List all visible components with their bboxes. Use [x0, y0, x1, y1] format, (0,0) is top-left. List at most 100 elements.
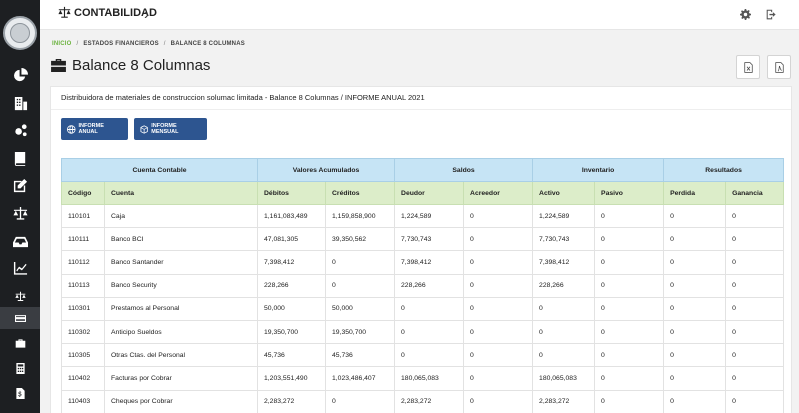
- column-header[interactable]: Acreedor: [463, 181, 534, 205]
- module-title-text: CONTABILIDAD: [74, 6, 157, 19]
- inbox-icon[interactable]: [0, 230, 40, 252]
- column-header[interactable]: Perdida: [663, 181, 727, 205]
- column-header[interactable]: Pasivo: [594, 181, 665, 205]
- breadcrumb-section[interactable]: ESTADOS FINANCIEROS: [83, 41, 159, 47]
- group-header-row: Cuenta Contable Valores Acumulados Saldo…: [60, 158, 785, 182]
- cell-liability: 0: [594, 343, 665, 368]
- logout-icon[interactable]: [766, 7, 777, 25]
- monthly-report-label: INFORME MENSUAL: [151, 123, 179, 135]
- edit-icon[interactable]: [0, 174, 40, 196]
- cell-liability: 0: [594, 366, 665, 391]
- breadcrumb-separator: /: [76, 41, 79, 47]
- cell-credits: 1,159,858,900: [325, 204, 396, 229]
- gear-icon[interactable]: [740, 7, 751, 25]
- table-row[interactable]: 110402 Facturas por Cobrar 1,203,551,490 1,…: [61, 366, 785, 391]
- cell-account: Banco Security: [103, 274, 259, 298]
- cell-debtor: 180,065,083: [394, 366, 465, 391]
- cell-loss: 0: [663, 320, 727, 345]
- cell-debtor: 7,730,743: [394, 227, 465, 252]
- top-bar: CONTABILIDAD ›: [40, 0, 799, 30]
- file-excel-icon: [743, 61, 753, 73]
- cell-debtor: 0: [394, 343, 465, 368]
- cell-gain: 0: [725, 320, 785, 345]
- card-icon[interactable]: [0, 307, 40, 329]
- breadcrumb-home[interactable]: INICIO: [52, 41, 72, 47]
- column-header[interactable]: Deudor: [394, 181, 465, 205]
- cell-credits: 0: [325, 390, 396, 413]
- briefcase-icon[interactable]: [0, 332, 40, 354]
- cell-gain: 0: [725, 390, 785, 413]
- cell-creditor: 0: [463, 204, 534, 229]
- export-pdf-button[interactable]: [767, 55, 791, 79]
- globe-icon: [67, 124, 76, 134]
- group-header: Resultados: [663, 158, 785, 182]
- annual-report-label: INFORME ANUAL: [78, 123, 104, 135]
- cell-gain: 0: [725, 274, 785, 298]
- table-row[interactable]: 110301 Prestamos al Personal 50,000 50,000 0…: [61, 297, 785, 321]
- cell-account: Anticipo Sueldos: [103, 320, 259, 345]
- table-row[interactable]: 110113 Banco Security 228,266 0 228,266 0 228,…: [61, 274, 785, 298]
- cell-loss: 0: [663, 343, 727, 368]
- table-row[interactable]: 110403 Cheques por Cobrar 2,283,272 0 2,283,…: [61, 390, 785, 413]
- report-subtitle: Distribuidora de materiales de construcc…: [61, 93, 425, 102]
- module-title[interactable]: CONTABILIDAD: [58, 6, 157, 19]
- chevron-right-icon[interactable]: ›: [144, 6, 149, 23]
- pie-chart-icon[interactable]: [0, 64, 40, 86]
- sidebar: [0, 0, 40, 413]
- company-logo[interactable]: [3, 16, 37, 50]
- cell-code: 110111: [61, 227, 105, 252]
- cogs-icon[interactable]: [0, 119, 40, 141]
- line-chart-icon[interactable]: [0, 257, 40, 279]
- file-pdf-icon: [774, 61, 784, 73]
- column-header[interactable]: Débitos: [257, 181, 327, 205]
- calculator-icon[interactable]: [0, 357, 40, 379]
- building-icon[interactable]: [0, 92, 40, 114]
- divider: [51, 109, 791, 110]
- balance-scale-icon[interactable]: [0, 202, 40, 224]
- cell-loss: 0: [663, 274, 727, 298]
- breadcrumb-separator: /: [163, 41, 166, 47]
- cell-asset: 1,224,589: [532, 204, 596, 229]
- report-card: Distribuidora de materiales de construcc…: [50, 86, 792, 413]
- cell-gain: 0: [725, 366, 785, 391]
- cell-credits: 1,023,486,407: [325, 366, 396, 391]
- cell-loss: 0: [663, 250, 727, 275]
- cell-creditor: 0: [463, 250, 534, 275]
- cell-asset: 228,266: [532, 274, 596, 298]
- column-header[interactable]: Activo: [532, 181, 596, 205]
- cell-gain: 0: [725, 250, 785, 275]
- cell-account: Banco BCI: [103, 227, 259, 252]
- column-header-row: Código Cuenta Débitos Créditos Deudor Ac…: [61, 181, 785, 205]
- table-row[interactable]: 110302 Anticipo Sueldos 19,350,700 19,350,7…: [61, 320, 785, 345]
- export-excel-button[interactable]: [736, 55, 760, 79]
- cell-account: Banco Santander: [103, 250, 259, 275]
- breadcrumb-current: BALANCE 8 COLUMNAS: [170, 41, 245, 47]
- column-header[interactable]: Créditos: [325, 181, 396, 205]
- cell-code: 110402: [61, 366, 105, 391]
- group-header: Saldos: [394, 158, 534, 182]
- cell-debits: 1,203,551,490: [257, 366, 327, 391]
- table-row[interactable]: 110305 Otras Ctas. del Personal 45,736 45,7…: [61, 343, 785, 368]
- cell-gain: 0: [725, 297, 785, 321]
- column-header[interactable]: Código: [61, 181, 105, 205]
- column-header[interactable]: Ganancia: [725, 181, 785, 205]
- cell-creditor: 0: [463, 366, 534, 391]
- cell-liability: 0: [594, 297, 665, 321]
- monthly-report-button[interactable]: INFORME MENSUAL: [134, 118, 207, 140]
- cell-asset: 2,283,272: [532, 390, 596, 413]
- cell-code: 110403: [61, 390, 105, 413]
- book-icon[interactable]: [0, 147, 40, 169]
- group-header: Cuenta Contable: [60, 158, 259, 182]
- table-row[interactable]: 110111 Banco BCI 47,081,305 39,350,562 7,730…: [61, 227, 785, 252]
- table-row[interactable]: 110101 Caja 1,161,083,489 1,159,858,900 1,22…: [61, 204, 785, 229]
- cell-debtor: 2,283,272: [394, 390, 465, 413]
- dollar-file-icon[interactable]: [0, 382, 40, 404]
- cell-asset: 7,398,412: [532, 250, 596, 275]
- cell-debits: 1,161,083,489: [257, 204, 327, 229]
- balance-scale-small-icon[interactable]: [0, 285, 40, 307]
- table-row[interactable]: 110112 Banco Santander 7,398,412 0 7,398,412…: [61, 250, 785, 275]
- cell-debits: 7,398,412: [257, 250, 327, 275]
- cell-debtor: 0: [394, 320, 465, 345]
- column-header[interactable]: Cuenta: [103, 181, 259, 205]
- annual-report-button[interactable]: INFORME ANUAL: [61, 118, 128, 140]
